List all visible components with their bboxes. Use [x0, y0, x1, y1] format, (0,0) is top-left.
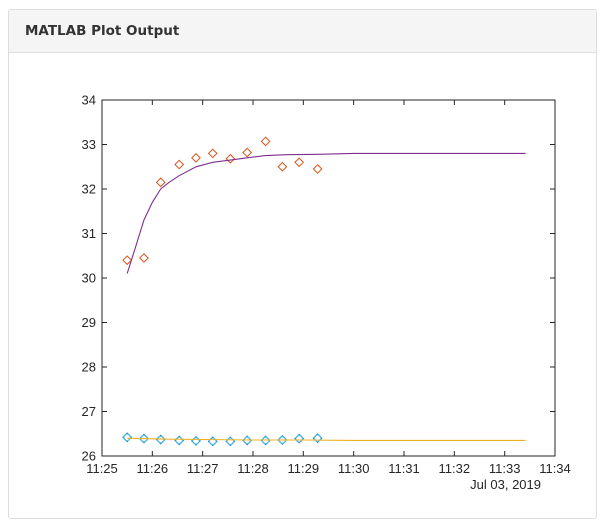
series-line-4 [127, 437, 526, 441]
y-tick-label: 30 [82, 271, 96, 286]
series-0-point [312, 164, 323, 174]
series-3-point [295, 434, 303, 443]
y-tick-label: 29 [82, 315, 96, 330]
x-tick-label: 11:34 [539, 461, 571, 476]
series-line-1 [126, 152, 526, 274]
x-tick-label: 11:28 [237, 461, 269, 476]
x-tick-label: 11:31 [388, 461, 420, 476]
series-0-point [260, 136, 271, 147]
y-tick-label: 34 [82, 93, 96, 108]
series-0-point [155, 177, 166, 188]
x-tick-label: 11:30 [338, 461, 370, 476]
x-tick-label: 11:29 [288, 461, 320, 476]
y-tick-label: 28 [82, 360, 96, 375]
series-3-point [192, 437, 200, 445]
series-0-point [207, 148, 218, 159]
series-3-point [208, 437, 217, 446]
panel-title: MATLAB Plot Output [25, 23, 180, 39]
y-tick-label: 32 [82, 182, 96, 197]
series-0-point [139, 253, 149, 263]
series-layer [122, 136, 526, 447]
panel-header: MATLAB Plot Output [9, 10, 596, 53]
series-3-point [123, 433, 131, 442]
x-tick-label: 11:26 [137, 461, 169, 476]
y-tick-label: 27 [82, 404, 96, 419]
series-3-point [175, 436, 183, 445]
series-0-point [277, 161, 288, 172]
series-0-point [242, 147, 253, 158]
x-axis-date-label: Jul 03, 2019 [470, 477, 541, 492]
x-tick-label: 11:25 [86, 461, 118, 476]
series-0-point [191, 152, 201, 163]
x-axis: 11:25 11:26 11:27 11:28 11:29 11:30 11:31 11:32… [86, 100, 571, 476]
y-tick-label: 26 [82, 449, 96, 464]
series-0-point [122, 255, 133, 266]
series-0-point [174, 159, 185, 170]
x-tick-label: 11:32 [439, 461, 471, 476]
x-tick-label: 11:33 [489, 461, 521, 476]
series-3-point [313, 434, 322, 443]
series-0-point [225, 153, 236, 164]
y-axis: 26 27 28 29 30 31 32 33 34 [82, 93, 555, 464]
x-tick-label: 11:27 [187, 461, 219, 476]
series-0-point [294, 157, 305, 168]
y-tick-label: 33 [82, 137, 96, 152]
series-3-point [226, 437, 235, 446]
y-tick-label: 31 [82, 226, 96, 241]
